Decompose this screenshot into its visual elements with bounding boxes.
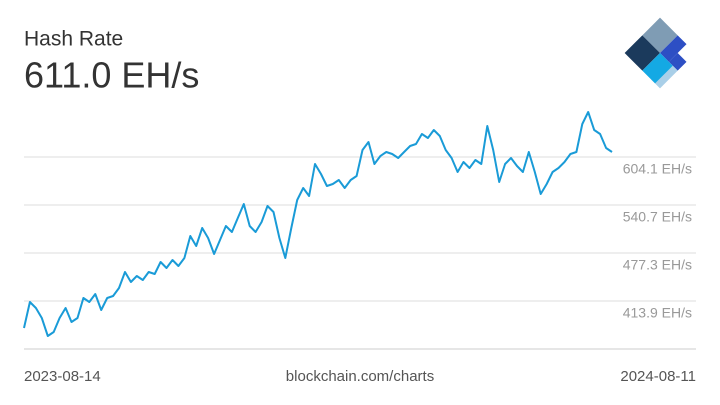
logo-cell	[642, 53, 673, 84]
logo-cell	[651, 61, 678, 89]
logo	[624, 17, 687, 89]
logo-cell	[624, 35, 660, 71]
x-start-label: 2023-08-14	[24, 368, 101, 385]
source-label: blockchain.com/charts	[286, 368, 434, 385]
y-tick-label: 604.1 EH/s	[623, 161, 692, 177]
y-tick-label: 540.7 EH/s	[623, 209, 692, 225]
x-end-label: 2024-08-11	[620, 368, 696, 385]
current-value: 611.0 EH/s	[24, 55, 199, 96]
logo-cell	[660, 35, 687, 62]
y-tick-label: 477.3 EH/s	[623, 257, 692, 273]
chart-title: Hash Rate	[24, 28, 123, 51]
y-tick-label: 413.9 EH/s	[623, 305, 692, 321]
line	[23, 111, 613, 337]
logo-cell	[642, 17, 678, 53]
